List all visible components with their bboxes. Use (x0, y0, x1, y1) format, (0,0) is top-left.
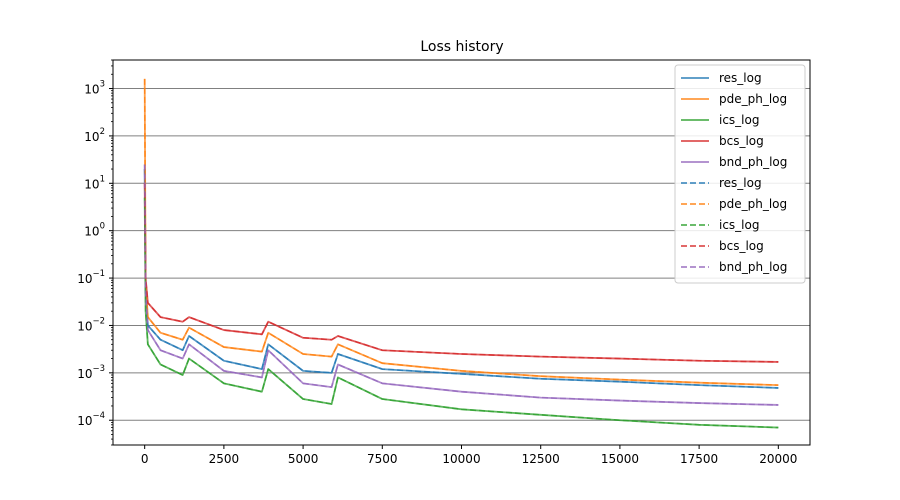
y-tick-label-base: 10 (84, 130, 99, 144)
y-tick-label-base: 10 (84, 83, 99, 97)
legend-label-pde_ph_log-dashed: pde_ph_log (719, 197, 787, 211)
y-tick-label-exponent: 3 (100, 80, 105, 90)
y-tick-label-exponent: 2 (100, 127, 105, 137)
y-tick-label: 10−1 (77, 269, 105, 286)
y-tick-label: 102 (84, 127, 105, 144)
y-tick-label: 10−3 (77, 364, 105, 381)
y-tick-label: 10−2 (77, 316, 105, 333)
legend-label-bcs_log-solid: bcs_log (719, 134, 764, 148)
y-tick-label-exponent: −1 (92, 269, 105, 279)
chart-title: Loss history (420, 39, 503, 55)
x-tick-label: 5000 (288, 452, 319, 466)
x-tick-label: 12500 (522, 452, 560, 466)
legend-label-pde_ph_log-solid: pde_ph_log (719, 92, 787, 106)
y-tick-label-base: 10 (77, 272, 92, 286)
x-tick-label: 17500 (680, 452, 718, 466)
x-tick-label: 0 (141, 452, 149, 466)
x-tick-label: 2500 (209, 452, 240, 466)
legend-label-bnd_ph_log-dashed: bnd_ph_log (719, 260, 787, 274)
y-tick-label-base: 10 (84, 177, 99, 191)
y-tick-label: 10−4 (77, 411, 105, 428)
y-tick-label-exponent: 1 (100, 174, 105, 184)
legend-label-bnd_ph_log-solid: bnd_ph_log (719, 155, 787, 169)
x-tick-label: 7500 (367, 452, 398, 466)
x-tick-label: 10000 (442, 452, 480, 466)
y-tick-label: 100 (84, 222, 105, 239)
legend-label-res_log-solid: res_log (719, 71, 762, 85)
x-tick-label: 20000 (759, 452, 797, 466)
y-tick-label: 101 (84, 174, 105, 191)
series-line-res_log-dashed (143, 169, 779, 389)
legend-label-ics_log-dashed: ics_log (719, 218, 759, 232)
series-line-pde_ph_log-dashed (143, 78, 779, 386)
y-tick-label: 103 (84, 80, 105, 97)
series-line-ics_log-dashed (143, 197, 779, 429)
y-tick-label-base: 10 (77, 367, 92, 381)
y-tick-label-exponent: −2 (92, 316, 105, 326)
series-line-bnd_ph_log-dashed (143, 164, 779, 406)
legend-label-res_log-dashed: res_log (719, 176, 762, 190)
y-tick-label-base: 10 (77, 319, 92, 333)
y-tick-label-base: 10 (77, 414, 92, 428)
series-layer (143, 78, 779, 429)
series-line-bcs_log-dashed (143, 183, 779, 363)
y-tick-label-base: 10 (84, 225, 99, 239)
y-tick-label-exponent: −4 (92, 411, 105, 421)
legend-label-bcs_log-dashed: bcs_log (719, 239, 764, 253)
axes-layer: 0 2500 5000 7500 10000 12500 15000 17500 2000010… (77, 59, 811, 466)
x-tick-label: 15000 (601, 452, 639, 466)
y-tick-label-exponent: 0 (100, 222, 105, 232)
y-tick-label-exponent: −3 (92, 364, 105, 374)
legend: res_log pde_ph_log ics_log bcs_log bnd_ph_lo… (674, 64, 806, 284)
legend-label-ics_log-solid: ics_log (719, 113, 759, 127)
